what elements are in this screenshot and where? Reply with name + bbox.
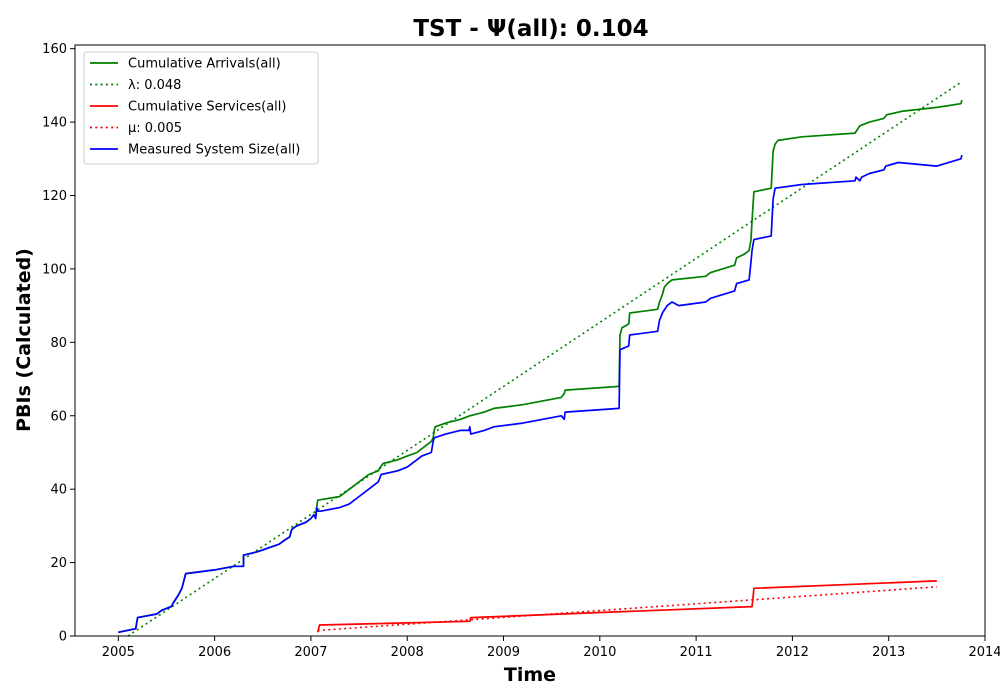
y-tick-label: 160 — [42, 42, 67, 57]
x-tick-label: 2007 — [294, 645, 327, 660]
y-tick-label: 60 — [50, 409, 67, 424]
series-line-4 — [317, 586, 937, 632]
y-axis-title: PBIs (Calculated) — [13, 248, 35, 432]
legend-label: μ: 0.005 — [128, 121, 182, 136]
legend: Cumulative Arrivals(all) λ: 0.048 Cumulati… — [83, 51, 319, 165]
legend-label: λ: 0.048 — [128, 78, 181, 93]
x-tick-label: 2012 — [776, 645, 809, 660]
legend-box — [83, 51, 319, 165]
y-tick-label: 0 — [59, 630, 67, 645]
y-axis: 0 20 40 60 80 100 120 140 160 — [42, 42, 75, 645]
x-tick-label: 2011 — [680, 645, 713, 660]
x-axis: 2005 2006 2007 2008 2009 2010 2011 2012 2013 2014 — [102, 636, 1000, 660]
legend-label: Cumulative Arrivals(all) — [128, 57, 281, 72]
y-tick-label: 40 — [50, 483, 67, 498]
x-tick-label: 2008 — [391, 645, 424, 660]
chart-title: TST - Ψ(all): 0.104 — [413, 16, 648, 42]
series-line-5 — [118, 154, 963, 634]
series-line-3 — [316, 580, 937, 633]
x-tick-label: 2006 — [198, 645, 231, 660]
y-tick-label: 120 — [42, 189, 67, 204]
y-tick-label: 140 — [42, 116, 67, 131]
series-layer — [118, 81, 963, 637]
plot-frame — [74, 44, 986, 637]
legend-label: Cumulative Services(all) — [128, 100, 286, 115]
series-line-1 — [118, 99, 963, 634]
legend-label: Measured System Size(all) — [128, 143, 300, 158]
x-tick-label: 2010 — [583, 645, 616, 660]
x-tick-label: 2013 — [872, 645, 905, 660]
x-tick-label: 2005 — [102, 645, 135, 660]
y-tick-label: 80 — [50, 336, 67, 351]
x-tick-label: 2009 — [487, 645, 520, 660]
x-tick-label: 2014 — [968, 645, 1000, 660]
y-tick-label: 100 — [42, 262, 67, 277]
y-tick-label: 20 — [50, 556, 67, 571]
x-axis-title: Time — [504, 664, 556, 686]
